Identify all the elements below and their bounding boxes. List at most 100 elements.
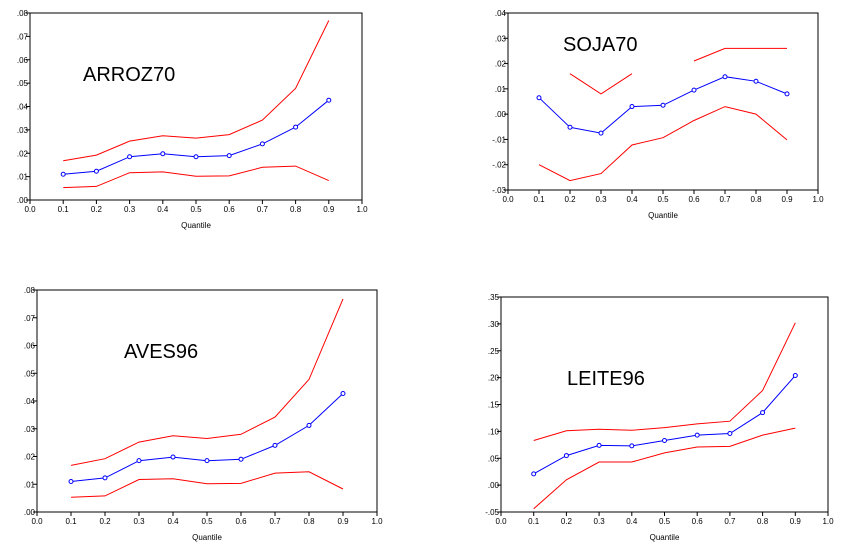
estimate-line	[533, 375, 796, 475]
x-tick-label: 0.3	[594, 517, 606, 526]
plot-panel: 0.0 0.1 0.2 0.3 0.4 0.5 0.6 0.7 0.8 0.9 1.0 -.05 .00…	[485, 293, 834, 542]
y-tick-label: .06	[17, 56, 29, 65]
x-tick-label: 0.4	[626, 517, 638, 526]
x-tick-label: 0.9	[337, 517, 349, 526]
x-tick-label: 0.1	[533, 195, 545, 204]
x-tick-label: 0.6	[688, 195, 700, 204]
y-tick-label: -.02	[492, 161, 506, 170]
x-tick-label: 0.7	[724, 517, 736, 526]
x-tick-label: 0.1	[65, 517, 77, 526]
x-tick-label: 1.0	[371, 517, 383, 526]
estimate-point	[93, 168, 99, 174]
y-tick-label: .00	[488, 481, 500, 490]
y-tick-label: .05	[17, 79, 29, 88]
x-tick-label: 0.2	[564, 195, 576, 204]
estimate-point	[629, 104, 635, 110]
x-tick-label: 0.4	[167, 517, 179, 526]
y-tick-label: .10	[488, 427, 500, 436]
x-tick-label: 0.8	[757, 517, 769, 526]
estimate-point	[340, 391, 346, 397]
x-tick-label: 0.8	[303, 517, 315, 526]
x-tick-label: 0.6	[224, 205, 236, 214]
y-tick-label: .25	[488, 347, 500, 356]
estimate-point	[596, 442, 602, 448]
estimate-point	[629, 443, 635, 449]
estimate-point	[102, 475, 108, 481]
plot-title: ARROZ70	[83, 64, 175, 86]
estimate-point	[160, 151, 166, 157]
estimate-point	[662, 438, 667, 444]
estimate-point	[204, 458, 210, 464]
plot-panel: 0.0 0.1 0.2 0.3 0.4 0.5 0.6 0.7 0.8 0.9 1.0 -.03 -.0…	[492, 9, 824, 220]
estimate-point	[272, 442, 278, 448]
x-axis-label: Quantile	[648, 211, 678, 220]
y-tick-label: .03	[495, 34, 507, 43]
x-tick-label: 0.2	[561, 517, 573, 526]
plot-title: SOJA70	[563, 34, 637, 56]
y-tick-label: .05	[24, 369, 36, 378]
estimate-point	[784, 91, 790, 97]
x-tick-label: 0.6	[692, 517, 704, 526]
x-tick-label: 0.4	[626, 195, 638, 204]
confidence-bound-line	[533, 322, 796, 441]
plot-title: AVES96	[124, 341, 198, 363]
y-tick-label: -.03	[492, 186, 506, 195]
x-tick-label: 0.4	[157, 205, 169, 214]
estimate-point	[660, 102, 666, 108]
x-tick-label: 1.0	[822, 517, 834, 526]
estimate-point	[598, 130, 604, 136]
x-axis-label: Quantile	[650, 533, 680, 542]
estimate-point	[136, 458, 142, 464]
estimate-point	[127, 154, 133, 160]
estimate-point	[238, 456, 244, 462]
estimate-point	[760, 410, 766, 416]
plot-frame	[507, 12, 819, 191]
y-tick-label: .05	[488, 454, 500, 463]
x-tick-label: 0.5	[659, 517, 671, 526]
x-tick-label: 0.3	[595, 195, 607, 204]
confidence-bound-line	[569, 73, 633, 95]
y-tick-label: .20	[488, 374, 500, 383]
y-tick-label: .08	[17, 9, 29, 18]
y-tick-label: .00	[17, 196, 29, 205]
estimate-point	[259, 141, 265, 147]
y-tick-label: .00	[24, 508, 36, 517]
x-tick-label: 0.1	[58, 205, 70, 214]
estimate-line	[70, 393, 344, 482]
y-tick-label: -.01	[492, 135, 506, 144]
confidence-bound-line	[63, 20, 330, 162]
estimate-point	[326, 97, 332, 103]
x-tick-label: 0.9	[323, 205, 335, 214]
estimate-point	[694, 432, 700, 438]
x-tick-label: 0.8	[750, 195, 762, 204]
y-tick-label: .06	[24, 342, 36, 351]
estimate-point	[226, 153, 232, 159]
y-tick-label: .08	[24, 286, 36, 295]
x-tick-label: 0.0	[31, 517, 43, 526]
x-tick-label: 0.9	[790, 517, 802, 526]
confidence-bound-line	[693, 47, 787, 62]
confidence-bound-line	[70, 298, 344, 466]
x-tick-label: 0.6	[235, 517, 247, 526]
plot-frame	[500, 296, 829, 513]
y-tick-label: .04	[17, 103, 29, 112]
y-tick-label: .30	[488, 320, 500, 329]
confidence-bound-line	[538, 106, 788, 182]
x-tick-label: 0.5	[657, 195, 669, 204]
plot-frame	[36, 289, 378, 513]
y-tick-label: .07	[17, 32, 29, 41]
x-tick-label: 0.7	[269, 517, 281, 526]
estimate-point	[753, 78, 759, 84]
confidence-bound-line	[70, 471, 344, 498]
plot-panel: 0.0 0.1 0.2 0.3 0.4 0.5 0.6 0.7 0.8 0.9 1.0 .00 .01.…	[24, 286, 383, 542]
y-tick-label: .02	[24, 453, 36, 462]
estimate-point	[563, 453, 569, 459]
y-tick-label: .04	[24, 397, 36, 406]
y-tick-label: .15	[488, 401, 500, 410]
estimate-point	[170, 454, 176, 460]
x-tick-label: 0.2	[91, 205, 103, 214]
plot-panel: 0.0 0.1 0.2 0.3 0.4 0.5 0.6 0.7 0.8 0.9 1.0 .00 .01.…	[17, 9, 368, 230]
estimate-point	[536, 95, 542, 101]
estimate-point	[531, 471, 537, 477]
y-tick-label: .03	[24, 425, 36, 434]
